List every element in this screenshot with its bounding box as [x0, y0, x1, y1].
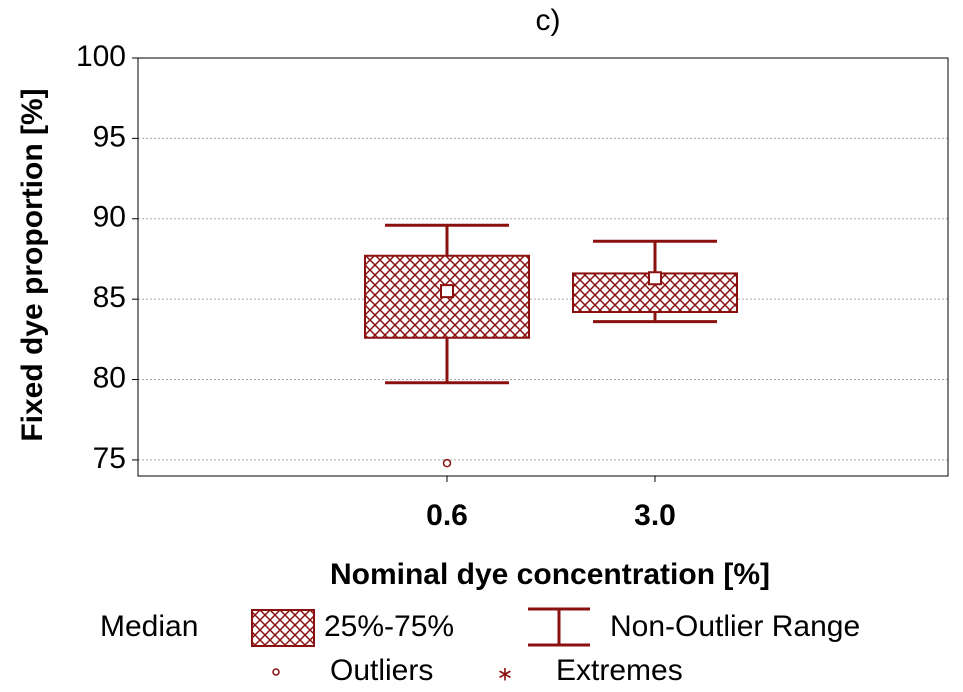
y-tick-label: 80: [93, 361, 126, 394]
x-axis-label: Nominal dye concentration [%]: [330, 558, 770, 591]
legend-swatch: ∗: [497, 663, 514, 685]
legend-swatch: [251, 609, 315, 647]
legend-label: Non-Outlier Range: [610, 610, 860, 643]
legend-label: Extremes: [556, 654, 683, 687]
y-tick-label: 95: [93, 120, 126, 153]
y-tick-label: 100: [76, 40, 126, 73]
legend-swatch: [272, 668, 280, 676]
x-tick-label: 0.6: [426, 499, 468, 532]
median-marker: [440, 284, 454, 299]
legend-swatch: [528, 607, 590, 647]
legend-label: Median: [100, 610, 198, 643]
legend-label: Outliers: [330, 654, 433, 687]
x-tick-label: 3.0: [634, 499, 676, 532]
y-tick-label: 85: [93, 281, 126, 314]
y-axis-label: Fixed dye proportion [%]: [16, 88, 49, 441]
outlier: [442, 458, 452, 468]
y-tick-label: 75: [93, 442, 126, 475]
plot-frame: [137, 57, 949, 477]
chart-title: c): [536, 4, 561, 37]
legend-label: 25%-75%: [324, 610, 454, 643]
median-marker: [648, 271, 662, 286]
y-tick-label: 90: [93, 201, 126, 234]
